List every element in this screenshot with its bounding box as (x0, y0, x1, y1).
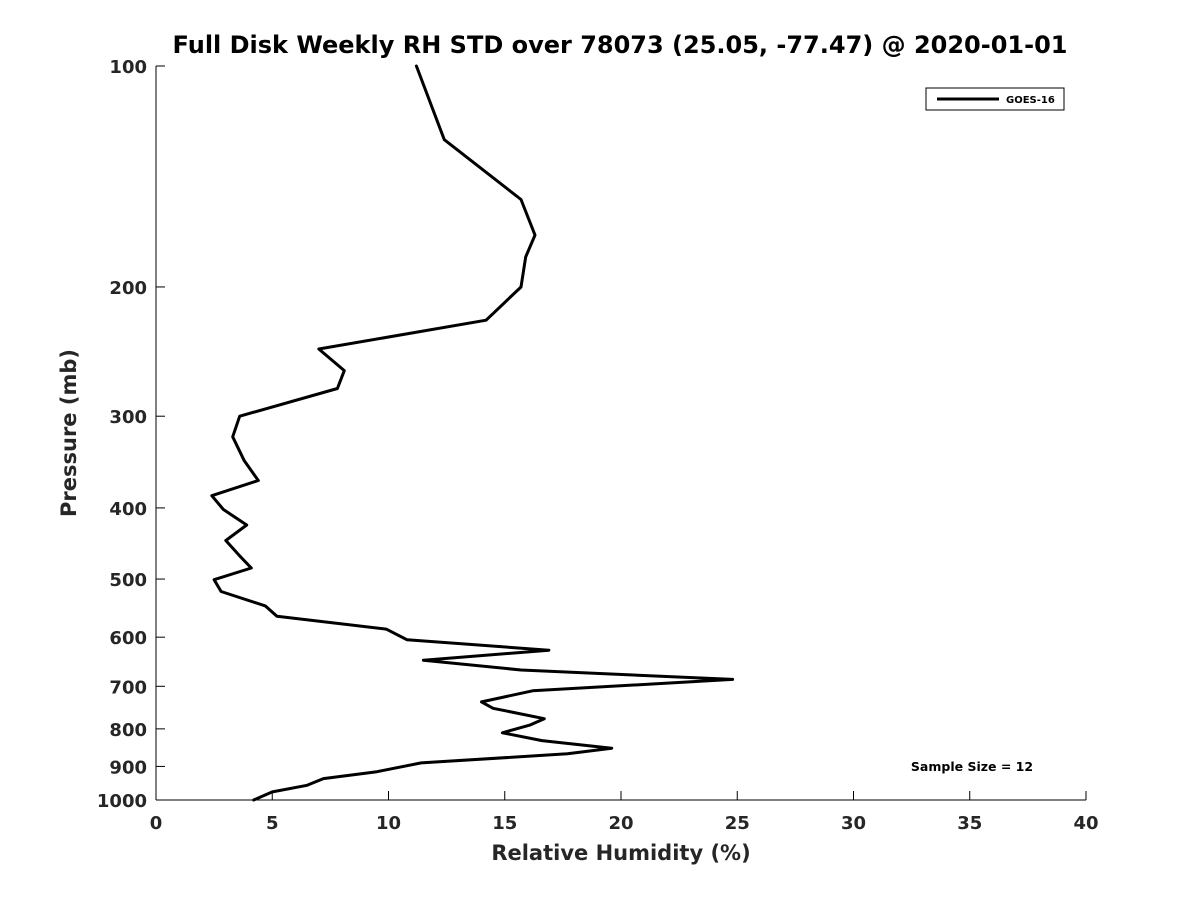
x-axis-label: Relative Humidity (%) (491, 841, 750, 865)
sample-size-annotation: Sample Size = 12 (911, 759, 1033, 774)
y-tick-label: 200 (109, 278, 147, 299)
y-axis-label: Pressure (mb) (57, 349, 81, 517)
x-tick-label: 5 (266, 813, 279, 834)
y-tick-label: 800 (109, 720, 147, 741)
y-tick-label: 400 (109, 499, 147, 520)
x-tick-label: 0 (150, 813, 163, 834)
x-tick-label: 25 (725, 813, 750, 834)
y-tick-label: 600 (109, 628, 147, 649)
y-tick-label: 900 (109, 757, 147, 778)
y-tick-label: 1000 (97, 791, 147, 812)
x-tick-label: 10 (376, 813, 401, 834)
y-tick-label: 100 (109, 57, 147, 78)
x-tick-label: 15 (492, 813, 517, 834)
y-ticks: 100 200 300 400 500 600 700 800 900 1000 (97, 57, 165, 812)
chart-title: Full Disk Weekly RH STD over 78073 (25.0… (173, 31, 1068, 59)
axes (155, 66, 1086, 801)
x-ticks: 0 5 10 15 20 25 30 35 40 (150, 791, 1099, 834)
y-tick-label: 300 (109, 407, 147, 428)
x-tick-label: 20 (608, 813, 633, 834)
y-tick-label: 500 (109, 570, 147, 591)
legend-label-goes16: GOES-16 (1006, 95, 1055, 106)
series-line-goes16 (210, 64, 735, 802)
x-tick-label: 30 (841, 813, 866, 834)
x-tick-label: 35 (957, 813, 982, 834)
legend: GOES-16 (925, 87, 1065, 111)
y-tick-label: 700 (109, 677, 147, 698)
x-tick-label: 40 (1073, 813, 1098, 834)
